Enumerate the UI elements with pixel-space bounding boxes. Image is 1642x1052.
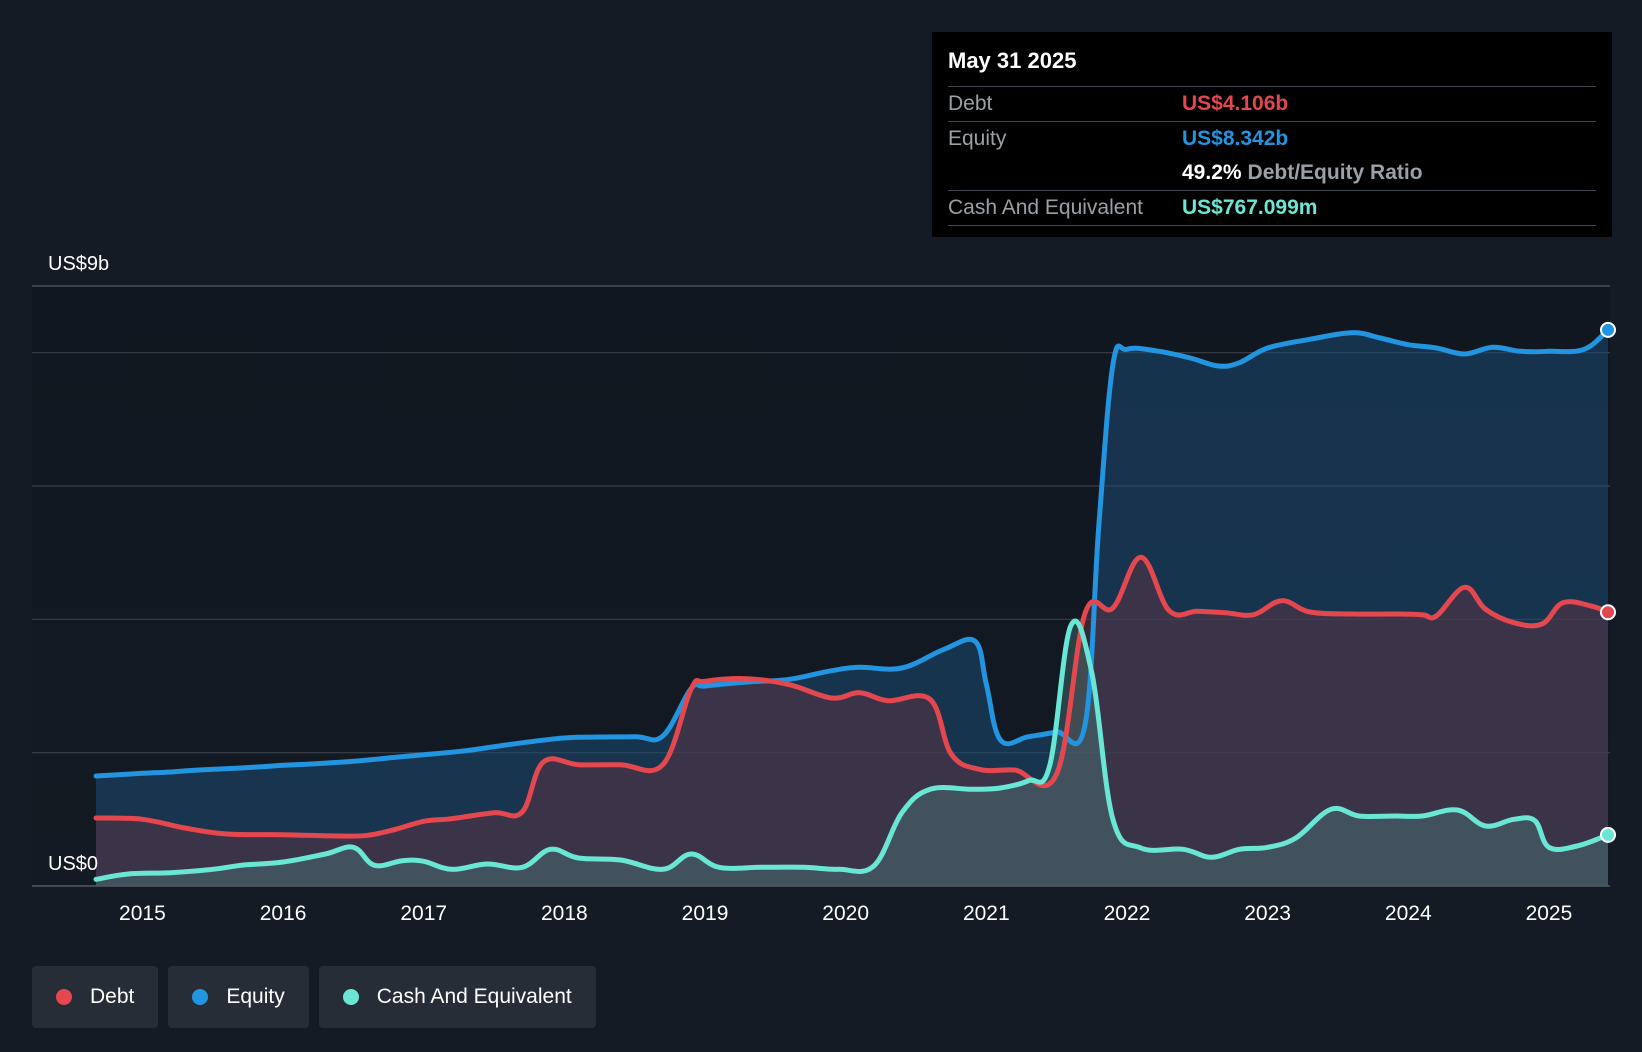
tooltip-equity-label: Equity (948, 127, 1007, 150)
equity-line (93, 327, 1611, 779)
tooltip-panel: May 31 2025 Debt US$4.106b Equity US$8.3… (932, 32, 1612, 237)
legend-cash-label: Cash And Equivalent (376, 985, 572, 1008)
x-tick-label-2022: 2022 (1104, 902, 1151, 925)
tooltip-cash-value: US$767.099m (1182, 196, 1318, 219)
equity-end-marker (1600, 321, 1616, 338)
x-tick-label-2023: 2023 (1244, 902, 1291, 925)
x-tick-label-2024: 2024 (1385, 902, 1432, 925)
cash-area (96, 621, 1608, 886)
x-tick-label-2025: 2025 (1526, 902, 1573, 925)
tooltip-debt-label: Debt (948, 92, 993, 115)
equity-dot-icon (192, 989, 209, 1005)
tooltip-ratio-value: 49.2% (1182, 161, 1242, 184)
legend-item-cash[interactable]: Cash And Equivalent (318, 966, 596, 1028)
cash-dot-icon (342, 989, 359, 1005)
tooltip-equity-value: US$8.342b (1182, 127, 1289, 150)
debt-line (93, 554, 1611, 839)
debt-dot-icon (56, 989, 72, 1005)
tooltip-date: May 31 2025 (948, 46, 1596, 87)
tooltip-cash-row: Cash And Equivalent US$767.099m (948, 191, 1596, 226)
debt-end-marker (1600, 604, 1616, 621)
legend: Debt Equity Cash And Equivalent (32, 966, 606, 1028)
legend-debt-label: Debt (90, 985, 135, 1008)
x-axis-ticks: 2015 2016 2017 2018 2019 2020 2021 2022 2023 2024… (119, 902, 1572, 925)
debt-area (96, 557, 1608, 886)
tooltip-cash-label: Cash And Equivalent (948, 196, 1143, 219)
tooltip-equity-row: Equity US$8.342b (948, 122, 1596, 156)
cash-line (93, 618, 1611, 882)
x-tick-label-2015: 2015 (119, 902, 166, 925)
x-tick-label-2021: 2021 (963, 902, 1010, 925)
x-tick-label-2017: 2017 (400, 902, 447, 925)
y-axis-bottom-label: US$0 (48, 853, 98, 875)
tooltip-debt-row: Debt US$4.106b (948, 87, 1596, 122)
x-tick-label-2016: 2016 (260, 902, 307, 925)
x-tick-label-2020: 2020 (822, 902, 869, 925)
series-areas (96, 329, 1608, 886)
legend-item-debt[interactable]: Debt (32, 966, 159, 1028)
series-end-markers (1600, 321, 1616, 843)
tooltip-ratio-row: 49.2% Debt/Equity Ratio (948, 156, 1596, 191)
x-tick-label-2018: 2018 (541, 902, 588, 925)
x-tick-label-2019: 2019 (682, 902, 729, 925)
legend-item-equity[interactable]: Equity (168, 966, 309, 1028)
legend-equity-label: Equity (226, 985, 285, 1008)
y-axis-top-label: US$9b (48, 253, 109, 275)
cash-end-marker (1600, 826, 1616, 843)
series-lines (93, 327, 1611, 882)
tooltip-ratio-label: Debt/Equity Ratio (1247, 161, 1423, 184)
tooltip-debt-value: US$4.106b (1182, 92, 1289, 115)
